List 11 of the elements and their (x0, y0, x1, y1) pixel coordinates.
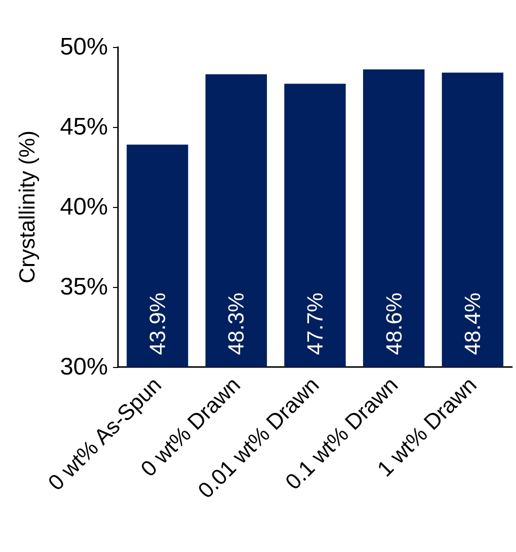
data-label: 48.4% (460, 292, 486, 355)
y-tick-label: 50% (60, 34, 108, 60)
data-label: 43.9% (144, 292, 170, 355)
y-tick-label: 45% (60, 114, 108, 140)
y-axis-title: Crystallinity (%) (14, 130, 40, 284)
y-tick-label: 40% (60, 194, 108, 220)
y-tick-label: 30% (60, 354, 108, 380)
data-label: 48.6% (381, 292, 406, 355)
data-label: 47.7% (302, 292, 328, 355)
data-label: 48.3% (224, 292, 249, 355)
y-tick-label: 35% (60, 274, 108, 300)
